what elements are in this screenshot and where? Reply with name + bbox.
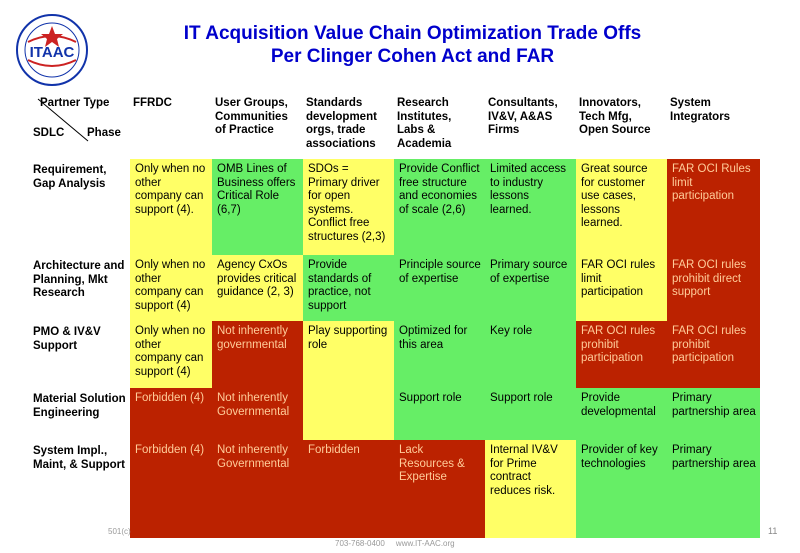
matrix-cell: Principle source of expertise <box>394 255 485 321</box>
matrix-cell: Forbidden (4) <box>130 440 212 538</box>
matrix-cell: FAR OCI Rules limit participation <box>667 159 760 255</box>
matrix-cell: FAR OCI rules prohibit participation <box>667 321 760 388</box>
matrix-cell: Support role <box>485 388 576 440</box>
matrix-cell: FAR OCI rules limit participation <box>576 255 667 321</box>
matrix-cell: Provider of key technologies <box>576 440 667 538</box>
matrix-cell: Forbidden <box>303 440 394 538</box>
footer-contact: 703-768-0400 www.IT-AAC.org <box>335 539 455 548</box>
column-header: User Groups, Communities of Practice <box>215 97 288 137</box>
matrix-cell: Internal IV&V for Prime contract reduces… <box>485 440 576 538</box>
matrix-cell: Great source for customer use cases, les… <box>576 159 667 255</box>
matrix-cell: Optimized for this area <box>394 321 485 388</box>
footer-left: 501(c) <box>108 527 131 536</box>
partner-type-label: Partner Type <box>40 97 110 109</box>
column-header: System Integrators <box>670 97 731 123</box>
trade-off-matrix: Partner Type SDLC Phase FFRDC User Groups… <box>30 95 760 538</box>
itaac-logo: ITAAC <box>14 12 92 88</box>
row-header: PMO & IV&V Support <box>33 326 101 352</box>
title-line-2: Per Clinger Cohen Act and FAR <box>270 46 555 67</box>
phase-label: Phase <box>87 127 121 139</box>
matrix-cell: SDOs = Primary driver for open systems. … <box>303 159 394 255</box>
matrix-cell: Lack Resources & Expertise <box>394 440 485 538</box>
matrix-cell: Forbidden (4) <box>130 388 212 440</box>
matrix-cell: Not inherently Governmental <box>212 388 303 440</box>
matrix-cell: Agency CxOs provides critical guidance (… <box>212 255 303 321</box>
matrix-cell: Primary source of expertise <box>485 255 576 321</box>
slide-title: IT Acquisition Value Chain Optimization … <box>100 22 725 68</box>
matrix-cell: Support role <box>394 388 485 440</box>
matrix-cell: Provide standards of practice, not suppo… <box>303 255 394 321</box>
matrix-cell: Primary partnership area <box>667 440 760 538</box>
matrix-cell: Not inherently Governmental <box>212 440 303 538</box>
matrix-cell: Key role <box>485 321 576 388</box>
matrix-cell <box>303 388 394 440</box>
matrix-cell: Provide developmental <box>576 388 667 440</box>
sdlc-label: SDLC <box>33 127 65 139</box>
column-header: Research Institutes, Labs & Academia <box>397 97 452 150</box>
matrix-cell: Only when no other company can support (… <box>130 159 212 255</box>
itaac-seal-logo-icon: ITAAC <box>16 14 88 86</box>
row-header: System Impl., Maint, & Support <box>33 445 125 471</box>
column-header: Standards development orgs, trade associ… <box>306 97 377 150</box>
corner-header: Partner Type SDLC Phase <box>30 95 130 159</box>
matrix-cell: FAR OCI rules prohibit direct support <box>667 255 760 321</box>
column-header: Consultants, IV&V, A&AS Firms <box>488 97 558 137</box>
matrix-cell: Provide Conflict free structure and econ… <box>394 159 485 255</box>
column-header: FFRDC <box>133 97 172 109</box>
row-header: Requirement, Gap Analysis <box>33 164 107 190</box>
title-line-1: IT Acquisition Value Chain Optimization … <box>183 23 642 44</box>
row-header: Material Solution Engineering <box>33 393 126 419</box>
diagonal-divider-icon <box>37 98 89 142</box>
column-header: Innovators, Tech Mfg, Open Source <box>579 97 651 137</box>
matrix-cell: Not inherently governmental <box>212 321 303 388</box>
matrix-cell: Only when no other company can support (… <box>130 255 212 321</box>
matrix-cell: Limited access to industry lessons learn… <box>485 159 576 255</box>
logo-text: ITAAC <box>30 44 75 61</box>
matrix-cell: OMB Lines of Business offers Critical Ro… <box>212 159 303 255</box>
matrix-cell: Primary partnership area <box>667 388 760 440</box>
matrix-cell: Only when no other company can support (… <box>130 321 212 388</box>
matrix-cell: FAR OCI rules prohibit participation <box>576 321 667 388</box>
row-header: Architecture and Planning, Mkt Research <box>33 260 125 300</box>
matrix-cell: Play supporting role <box>303 321 394 388</box>
page-number: 11 <box>768 526 778 536</box>
